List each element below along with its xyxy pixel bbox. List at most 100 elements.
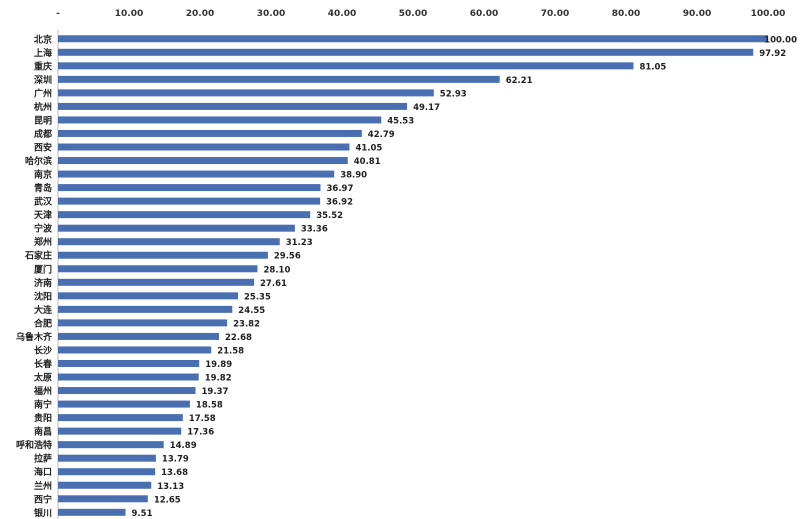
data-label: 21.58 bbox=[217, 346, 244, 356]
category-label: 石家庄 bbox=[24, 250, 52, 262]
data-label: 14.89 bbox=[170, 441, 197, 451]
bar bbox=[58, 278, 255, 286]
bar bbox=[58, 211, 311, 219]
bar bbox=[58, 184, 321, 192]
bar bbox=[58, 373, 199, 381]
data-label: 35.52 bbox=[316, 211, 343, 221]
bar bbox=[58, 292, 238, 300]
x-tick-label: 60.00 bbox=[470, 9, 498, 19]
bar bbox=[58, 197, 321, 205]
bar bbox=[58, 468, 156, 476]
bar bbox=[58, 62, 634, 70]
data-label: 19.82 bbox=[205, 374, 232, 384]
category-label: 太原 bbox=[33, 372, 52, 384]
category-label: 贵阳 bbox=[34, 412, 52, 424]
data-label: 17.58 bbox=[189, 414, 216, 424]
category-label: 大连 bbox=[34, 304, 53, 316]
data-label: 28.10 bbox=[264, 265, 291, 275]
data-label: 36.97 bbox=[326, 184, 353, 194]
data-label: 81.05 bbox=[639, 62, 666, 72]
data-label: 100.00 bbox=[764, 35, 797, 45]
category-label: 南宁 bbox=[34, 399, 52, 411]
bar bbox=[58, 265, 258, 273]
category-label: 拉萨 bbox=[34, 453, 52, 465]
category-label: 上海 bbox=[34, 47, 52, 59]
category-label: 福州 bbox=[33, 385, 52, 397]
data-label: 12.65 bbox=[154, 495, 181, 505]
data-label: 29.56 bbox=[274, 252, 301, 262]
category-label: 深圳 bbox=[34, 74, 52, 86]
category-label: 济南 bbox=[34, 277, 52, 289]
data-label: 38.90 bbox=[340, 171, 367, 181]
category-label: 银川 bbox=[34, 507, 52, 519]
bar bbox=[58, 35, 768, 43]
data-label: 13.68 bbox=[161, 468, 188, 478]
bar bbox=[58, 143, 350, 151]
category-label: 南京 bbox=[34, 169, 52, 181]
data-label: 24.55 bbox=[238, 306, 265, 316]
bar bbox=[58, 508, 126, 516]
x-tick-label: 50.00 bbox=[399, 9, 427, 19]
category-label: 长春 bbox=[34, 358, 53, 370]
x-tick-label: 100.00 bbox=[751, 9, 786, 19]
bar bbox=[58, 495, 148, 503]
data-label: 18.58 bbox=[196, 401, 223, 411]
bar bbox=[58, 89, 434, 97]
data-label: 23.82 bbox=[233, 319, 260, 329]
category-label: 青岛 bbox=[34, 182, 52, 194]
data-label: 45.53 bbox=[387, 116, 414, 126]
data-label: 97.92 bbox=[759, 49, 786, 59]
bar bbox=[58, 75, 500, 83]
bar bbox=[58, 387, 196, 395]
category-label: 合肥 bbox=[34, 317, 52, 329]
x-tick-label: 40.00 bbox=[328, 9, 356, 19]
bar bbox=[58, 359, 200, 367]
bar bbox=[58, 116, 382, 124]
bar bbox=[58, 129, 362, 137]
data-label: 27.61 bbox=[260, 279, 287, 289]
bar bbox=[58, 251, 268, 259]
data-label: 13.13 bbox=[157, 482, 184, 492]
category-label: 海口 bbox=[34, 466, 52, 478]
data-label: 13.79 bbox=[162, 455, 189, 465]
data-label: 19.89 bbox=[205, 360, 232, 370]
data-label: 41.05 bbox=[355, 144, 382, 154]
x-axis-ticks: - 10.00 20.00 30.00 40.00 50.00 60.00 70.00 80.0… bbox=[56, 9, 785, 19]
category-label: 广州 bbox=[34, 87, 52, 99]
bar bbox=[58, 441, 164, 449]
category-label: 兰州 bbox=[34, 480, 52, 492]
data-label: 17.36 bbox=[187, 428, 214, 438]
data-label: 36.92 bbox=[326, 198, 353, 208]
bar bbox=[58, 305, 233, 313]
x-tick-label: 70.00 bbox=[541, 9, 569, 19]
bar bbox=[58, 414, 183, 422]
category-label: 杭州 bbox=[34, 101, 52, 113]
category-labels: 北京上海重庆深圳广州杭州昆明成都西安哈尔滨南京青岛武汉天津宁波郑州石家庄厦门济南… bbox=[16, 33, 53, 519]
data-label: 31.23 bbox=[286, 238, 313, 248]
data-label: 42.79 bbox=[368, 130, 395, 140]
category-label: 长沙 bbox=[34, 344, 52, 356]
bar bbox=[58, 454, 156, 462]
category-label: 哈尔滨 bbox=[25, 155, 52, 167]
bar bbox=[58, 400, 190, 408]
category-label: 重庆 bbox=[34, 60, 52, 72]
data-label: 25.35 bbox=[244, 292, 271, 302]
category-label: 郑州 bbox=[34, 236, 52, 248]
bar bbox=[58, 332, 220, 340]
data-label: 52.93 bbox=[440, 89, 467, 99]
category-label: 沈阳 bbox=[34, 290, 52, 302]
data-label: 19.37 bbox=[202, 387, 229, 397]
bar bbox=[58, 48, 754, 56]
data-label: 9.51 bbox=[132, 509, 153, 519]
bar bbox=[58, 102, 408, 110]
bar bbox=[58, 238, 280, 246]
bar bbox=[58, 427, 182, 435]
category-label: 昆明 bbox=[34, 115, 52, 126]
bar bbox=[58, 481, 152, 489]
category-label: 北京 bbox=[34, 33, 52, 45]
bars bbox=[58, 35, 768, 516]
x-tick-label: 90.00 bbox=[683, 9, 711, 19]
x-tick-label: 20.00 bbox=[186, 9, 214, 19]
